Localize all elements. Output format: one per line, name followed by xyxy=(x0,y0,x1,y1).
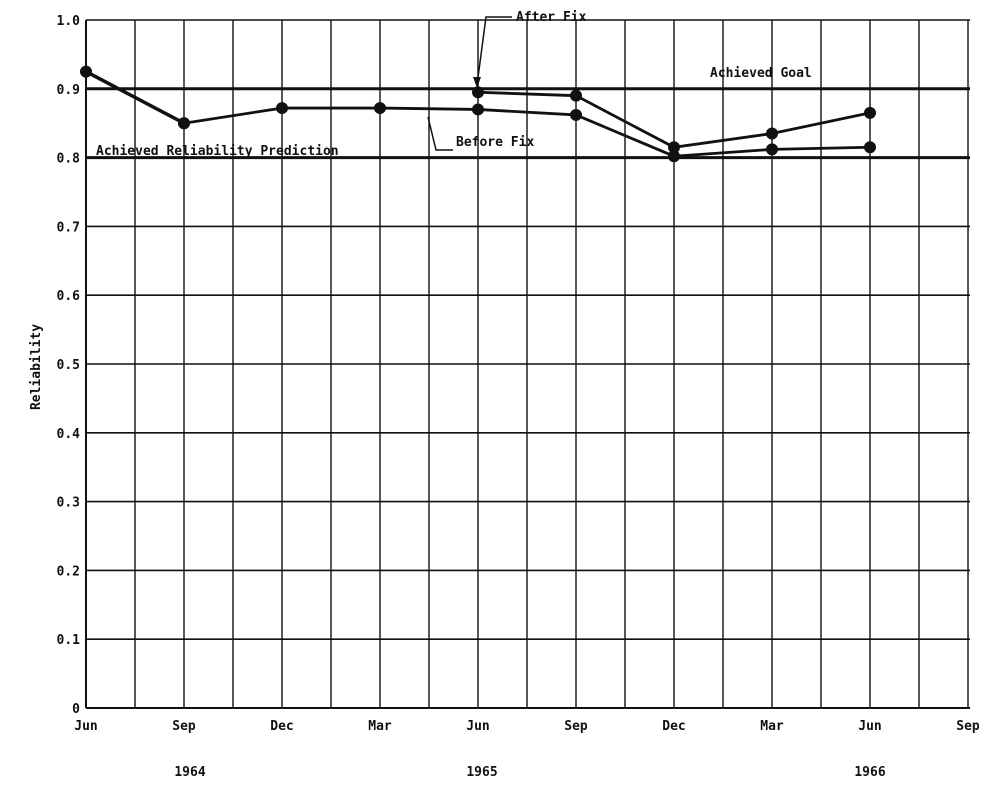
data-point xyxy=(276,102,288,115)
before-fix-leader xyxy=(427,116,453,151)
x-tick-label: Mar xyxy=(368,719,392,734)
annotation-after-fix-label: After Fix xyxy=(516,10,587,25)
x-tick-label: Dec xyxy=(270,719,293,734)
y-tick-label: 0.3 xyxy=(57,496,80,511)
y-tick-label: 0.8 xyxy=(57,152,81,167)
annotation-achieved-goal: Achieved Goal xyxy=(710,66,812,81)
x-tick-label: Dec xyxy=(662,719,685,734)
data-point xyxy=(570,108,582,121)
data-point xyxy=(766,143,778,156)
data-point xyxy=(864,106,876,119)
x-tick-label: Jun xyxy=(858,719,881,734)
y-tick-label: 0.5 xyxy=(57,358,80,373)
data-point xyxy=(178,117,190,130)
x-tick-label: Sep xyxy=(564,719,588,734)
x-tick-label: Sep xyxy=(956,719,980,734)
annotation-before-fix-label: Before Fix xyxy=(456,135,534,150)
data-point xyxy=(472,103,484,116)
annotation-achieved-prediction: Achieved Reliability Prediction xyxy=(96,144,339,159)
y-tick-label: 0.1 xyxy=(57,633,81,648)
reference-lines xyxy=(86,87,970,160)
y-tick-label: 0.9 xyxy=(57,83,80,98)
series-lines xyxy=(80,65,876,163)
series-line xyxy=(183,106,871,158)
year-label: 1965 xyxy=(466,765,497,780)
series-line xyxy=(85,70,185,125)
grid xyxy=(85,19,970,709)
x-tick-labels: Jun Sep Dec Mar Jun Sep Dec Mar Jun Sep xyxy=(74,719,980,734)
data-point xyxy=(668,141,680,154)
annotation-achieved-prediction-label: Achieved Reliability Prediction xyxy=(96,144,339,159)
year-label: 1966 xyxy=(854,765,885,780)
after-fix-leader xyxy=(476,16,512,86)
data-point xyxy=(80,65,92,78)
data-point xyxy=(766,127,778,140)
data-point xyxy=(864,141,876,154)
data-point xyxy=(472,86,484,99)
annotation-before-fix: Before Fix xyxy=(427,116,534,151)
x-tick-label: Mar xyxy=(760,719,784,734)
y-axis-label: Reliability xyxy=(29,324,44,410)
year-labels: 1964 1965 1966 xyxy=(174,765,885,780)
data-point xyxy=(570,89,582,102)
y-tick-label: 0.2 xyxy=(57,564,80,579)
data-point xyxy=(374,102,386,115)
y-tick-label: 1.0 xyxy=(57,14,81,29)
y-tick-labels: 0 0.1 0.2 0.3 0.4 0.5 0.6 0.7 0.8 0.9 1.0 xyxy=(57,14,81,717)
x-tick-label: Sep xyxy=(172,719,196,734)
y-tick-label: 0.4 xyxy=(57,427,81,442)
y-tick-label: 0 xyxy=(72,702,80,717)
year-label: 1964 xyxy=(174,765,205,780)
y-tick-label: 0.6 xyxy=(57,289,81,304)
after-fix-arrowhead xyxy=(473,77,481,88)
annotation-after-fix: After Fix xyxy=(473,10,587,88)
y-tick-label: 0.7 xyxy=(57,220,80,235)
data-point xyxy=(668,150,680,163)
x-tick-label: Jun xyxy=(466,719,489,734)
x-tick-label: Jun xyxy=(74,719,97,734)
annotation-achieved-goal-label: Achieved Goal xyxy=(710,66,812,81)
